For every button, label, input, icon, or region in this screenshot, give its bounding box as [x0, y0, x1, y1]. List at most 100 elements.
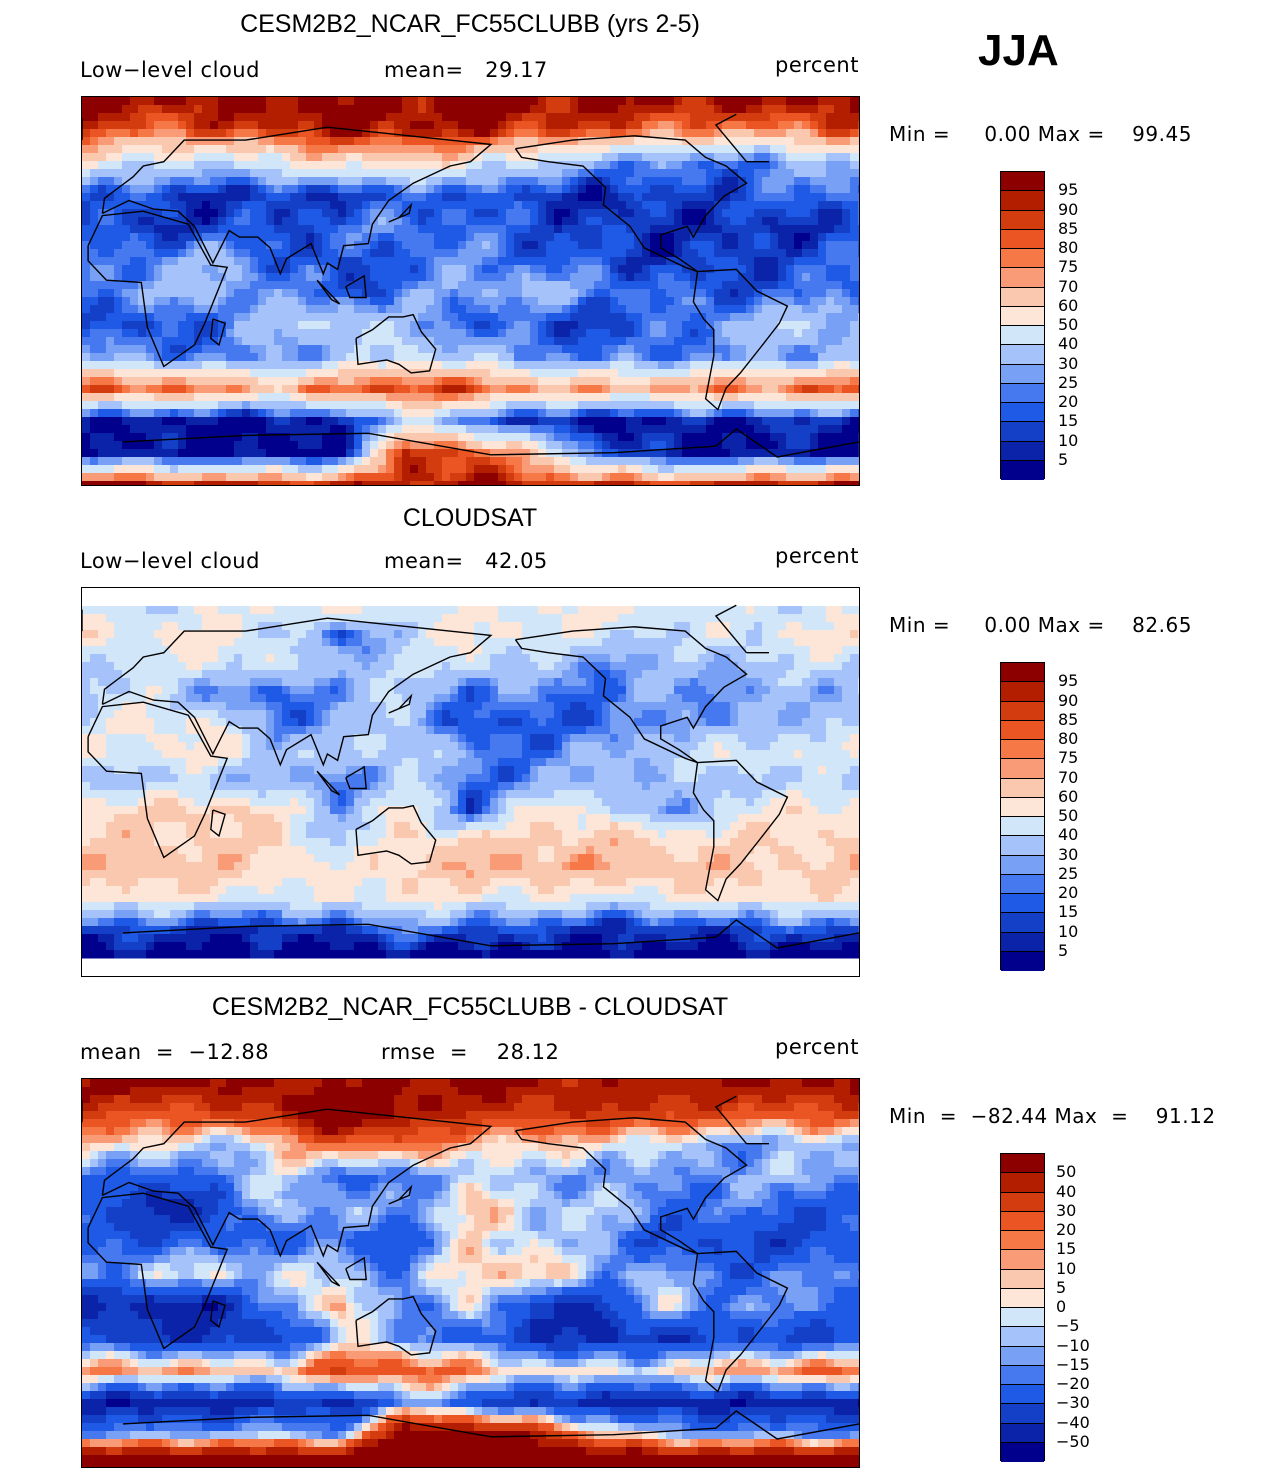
heatmap-cell [394, 329, 403, 338]
heatmap-cell [450, 169, 459, 178]
heatmap-cell [90, 137, 99, 146]
heatmap-cell [770, 145, 779, 154]
heatmap-cell [754, 161, 763, 170]
heatmap-cell [274, 337, 283, 346]
heatmap-cell [354, 241, 363, 250]
heatmap-cell [858, 265, 859, 274]
heatmap-cell [762, 153, 771, 162]
heatmap-cell [754, 185, 763, 194]
heatmap-cell [778, 481, 787, 485]
heatmap-cell [514, 313, 523, 322]
heatmap-cell [618, 281, 627, 290]
heatmap-cell [858, 241, 859, 250]
heatmap-cell [106, 614, 115, 623]
heatmap-cell [850, 401, 859, 410]
coastline [514, 135, 748, 273]
heatmap-cell [650, 289, 659, 298]
heatmap-cell [130, 409, 139, 418]
heatmap-cell [850, 113, 859, 122]
heatmap-cell [666, 113, 675, 122]
heatmap-cell [522, 113, 531, 122]
heatmap-cell [306, 233, 315, 242]
heatmap-cell [322, 185, 331, 194]
heatmap-cell [522, 97, 531, 106]
heatmap-cell [130, 289, 139, 298]
heatmap-cell [594, 393, 603, 402]
heatmap-cell [122, 329, 131, 338]
heatmap-cell [82, 249, 91, 258]
heatmap-cell [418, 105, 427, 114]
heatmap-cell [850, 201, 859, 210]
heatmap-cell [258, 353, 267, 362]
heatmap-cell [274, 433, 283, 442]
heatmap-cell [714, 473, 723, 482]
heatmap-cell [218, 417, 227, 426]
heatmap-cell [458, 297, 467, 306]
heatmap-cell [178, 145, 187, 154]
heatmap-cell [386, 417, 395, 426]
heatmap-cell [730, 161, 739, 170]
heatmap-cell [314, 337, 323, 346]
heatmap-cell [482, 105, 491, 114]
heatmap-cell [346, 137, 355, 146]
heatmap-cell [802, 481, 811, 485]
heatmap-cell [170, 193, 179, 202]
heatmap-cell [586, 321, 595, 330]
heatmap-cell [650, 97, 659, 106]
heatmap-cell [282, 449, 291, 458]
heatmap-cell [362, 193, 371, 202]
heatmap-cell [586, 281, 595, 290]
heatmap-cell [650, 606, 659, 615]
heatmap-cell [210, 409, 219, 418]
heatmap-cell [818, 385, 827, 394]
heatmap-cell [442, 249, 451, 258]
heatmap-cell [698, 273, 707, 282]
heatmap-cell [250, 185, 259, 194]
heatmap-cell [818, 361, 827, 370]
heatmap-cell [402, 321, 411, 330]
heatmap-cell [626, 606, 635, 615]
heatmap-cell [802, 449, 811, 458]
heatmap-cell [546, 361, 555, 370]
heatmap-cell [418, 249, 427, 258]
heatmap-cell [202, 265, 211, 274]
heatmap-cell [370, 409, 379, 418]
heatmap-cell [850, 433, 859, 442]
heatmap-cell [562, 297, 571, 306]
heatmap-cell [306, 225, 315, 234]
heatmap-cell [570, 121, 579, 130]
heatmap-cell [242, 433, 251, 442]
heatmap-cell [642, 345, 651, 354]
heatmap-cell [426, 281, 435, 290]
heatmap-cell [82, 209, 91, 218]
heatmap-cell [346, 225, 355, 234]
heatmap-cell [690, 425, 699, 434]
heatmap-cell [706, 105, 715, 114]
heatmap-cell [114, 281, 123, 290]
heatmap-cell [658, 393, 667, 402]
heatmap-cell [778, 281, 787, 290]
heatmap-cell [258, 289, 267, 298]
heatmap-cell [722, 473, 731, 482]
heatmap-cell [762, 209, 771, 218]
heatmap-cell [274, 465, 283, 474]
heatmap-cell [794, 113, 803, 122]
heatmap-cell [594, 193, 603, 202]
heatmap-cell [242, 369, 251, 378]
heatmap-cell [442, 177, 451, 186]
heatmap-cell [146, 449, 155, 458]
heatmap-cell [618, 185, 627, 194]
heatmap-cell [834, 465, 843, 474]
heatmap-cell [506, 417, 515, 426]
heatmap-cell [706, 401, 715, 410]
heatmap-cell [514, 305, 523, 314]
heatmap-cell [738, 249, 747, 258]
heatmap-cell [850, 329, 859, 338]
heatmap-cell [602, 185, 611, 194]
heatmap-cell [418, 313, 427, 322]
heatmap-cell [82, 385, 91, 394]
heatmap-cell [154, 169, 163, 178]
heatmap-cell [186, 241, 195, 250]
heatmap-cell [858, 433, 859, 442]
heatmap-cell [290, 281, 299, 290]
